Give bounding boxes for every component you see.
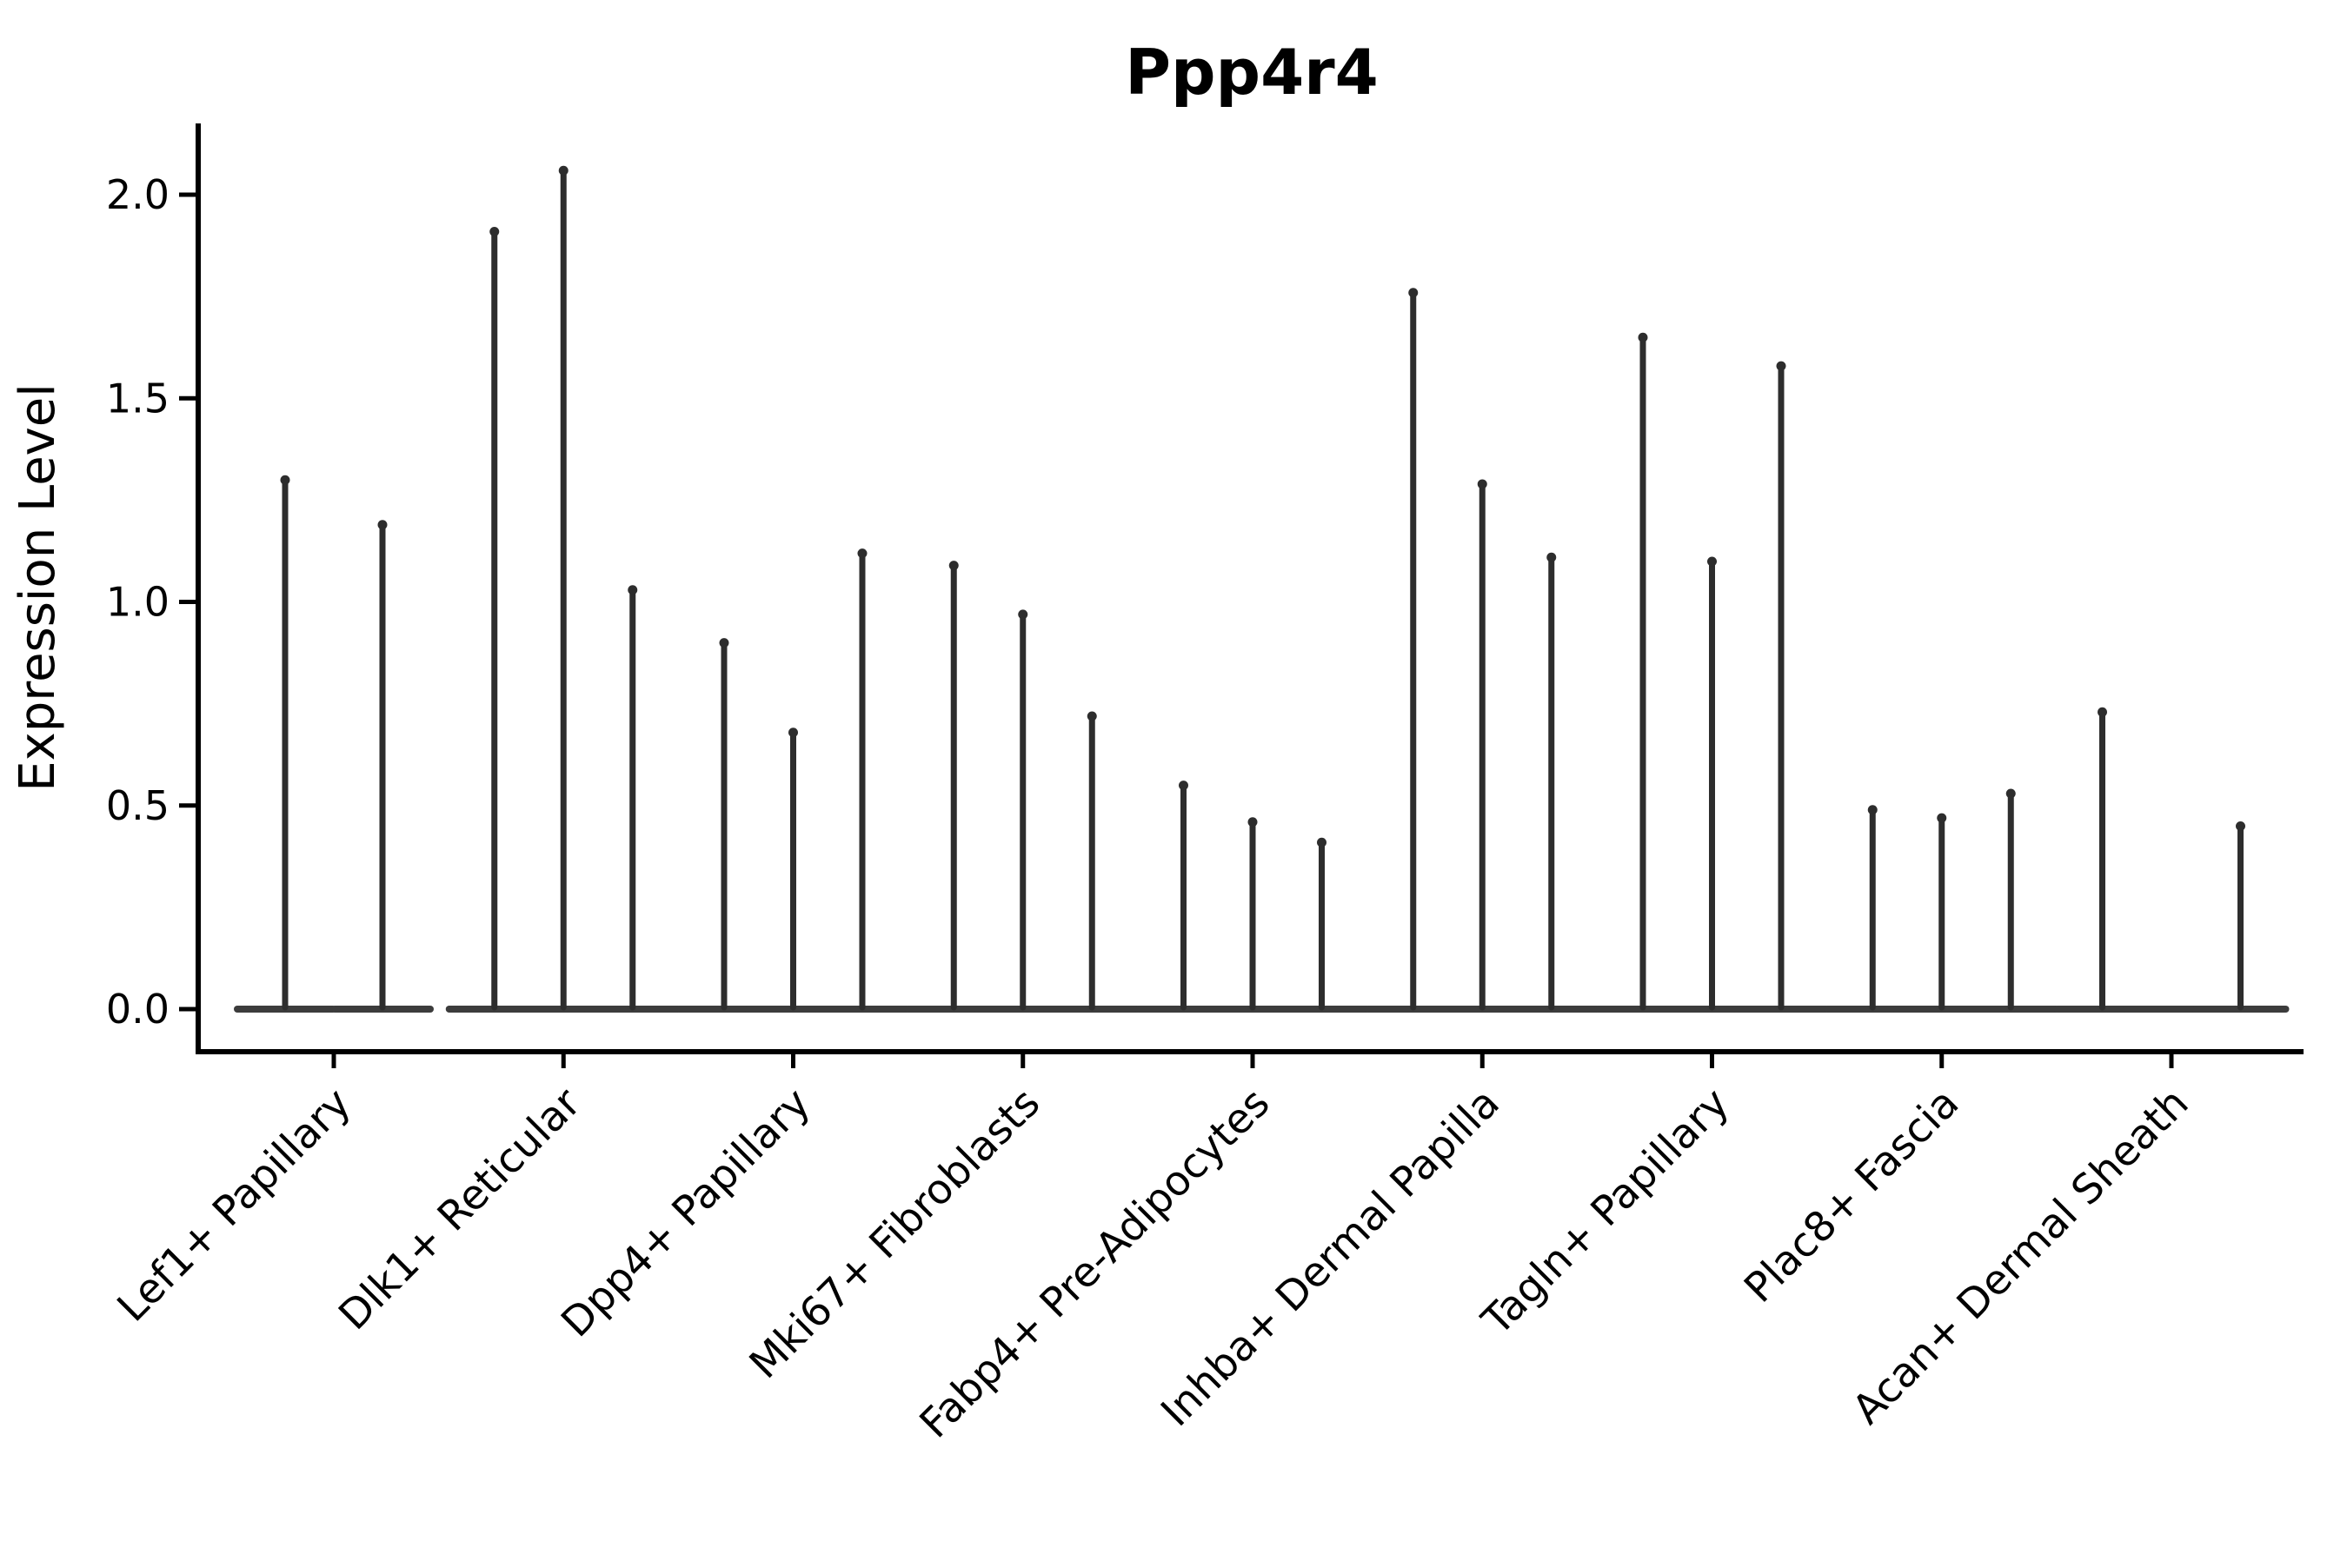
- violin-spike-tip: [719, 638, 729, 648]
- violin-spike-tip: [1638, 332, 1648, 342]
- violin-spike-tip: [1707, 556, 1717, 567]
- violin-spike-tip: [948, 561, 959, 571]
- y-tick-label: 1.0: [106, 579, 170, 626]
- violin-spike-tip: [1477, 479, 1487, 489]
- y-tick-label: 2.0: [106, 171, 170, 218]
- violin-spike-tip: [1546, 552, 1557, 562]
- x-tick-label: Plac8+ Fascia: [1735, 1080, 1968, 1312]
- violin-spike-tip: [1408, 288, 1419, 298]
- violin-spike-tip: [2005, 788, 2016, 799]
- violin-spike-tip: [1087, 711, 1097, 721]
- y-tick-label: 0.0: [106, 986, 170, 1033]
- violin-spike-tip: [2098, 707, 2107, 717]
- violin-spike-tip: [628, 585, 638, 595]
- x-tick-label: Lef1+ Papillary: [109, 1080, 361, 1332]
- y-tick-label: 1.5: [106, 375, 170, 422]
- violin-spike-tip: [1179, 781, 1188, 791]
- violin-spike-tip: [489, 226, 500, 236]
- violin-spike-tip: [1317, 837, 1326, 847]
- violin-spike-tip: [280, 475, 290, 485]
- violin-spike-tip: [1247, 817, 1258, 827]
- y-axis-label: Expression Level: [10, 383, 66, 792]
- x-tick-label: Dlk1+ Reticular: [329, 1079, 590, 1339]
- violin-spike-tip: [377, 520, 388, 530]
- violin-spike-tip: [1018, 609, 1028, 620]
- violin-spike-tip: [788, 728, 798, 738]
- violin-spike-tip: [857, 548, 868, 559]
- chart-title: Ppp4r4: [1125, 36, 1379, 109]
- violin-spike-tip: [1776, 361, 1786, 371]
- x-tick-label: Dpp4+ Papillary: [552, 1080, 820, 1347]
- violin-spike-tip: [1937, 813, 1947, 823]
- violin-spike-tip: [2236, 821, 2245, 831]
- violin-spike-tip: [1867, 805, 1878, 815]
- x-tick-label: Tagln+ Papillary: [1473, 1080, 1739, 1345]
- y-tick-label: 0.5: [106, 782, 170, 829]
- violin-spike-tip: [558, 165, 568, 176]
